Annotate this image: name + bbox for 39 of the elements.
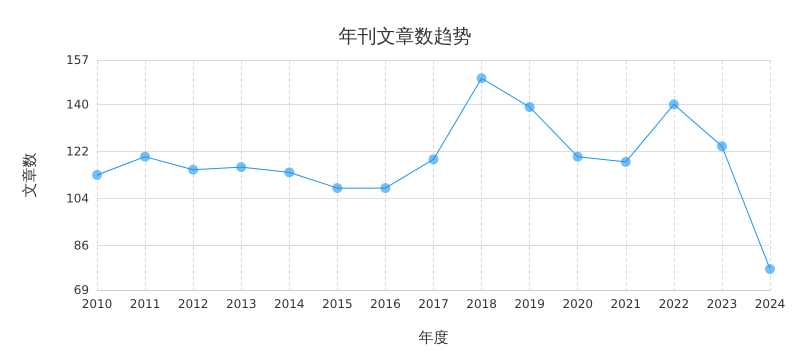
point [476, 73, 487, 84]
point [188, 164, 198, 175]
point [524, 102, 535, 112]
x-tick-label: 2018 [466, 297, 497, 311]
point [668, 99, 679, 110]
point [380, 183, 390, 194]
point [236, 162, 246, 172]
point [620, 156, 631, 167]
x-tick-label: 2014 [274, 297, 305, 311]
x-tick-label: 2011 [130, 297, 160, 311]
y-tick-label: 86 [74, 238, 89, 253]
point [332, 183, 342, 194]
point [765, 264, 775, 274]
point [284, 167, 294, 178]
y-axis-title: 文章数 [20, 152, 38, 198]
x-tick-label: 2012 [178, 297, 208, 311]
x-tick-label: 2010 [82, 297, 112, 311]
x-tick-label: 2021 [610, 297, 642, 311]
y-tick-label: 157 [66, 53, 89, 67]
point [572, 152, 583, 162]
y-tick-label: 69 [74, 283, 89, 297]
x-tick-label: 2022 [658, 297, 690, 311]
x-tick-label: 2015 [322, 297, 353, 311]
point [716, 141, 727, 152]
y-tick-label: 140 [66, 97, 89, 112]
x-tick-label: 2019 [514, 297, 545, 311]
point [428, 154, 438, 164]
chart-title: 年刊文章数趋势 [338, 26, 472, 48]
point [140, 152, 150, 162]
x-tick-label: 2013 [226, 297, 256, 311]
x-tick-label: 2016 [370, 297, 401, 311]
y-tick-label: 104 [66, 192, 89, 206]
y-tick-label: 122 [66, 144, 89, 158]
x-tick-label: 2023 [706, 297, 738, 311]
x-axis-title: 年度 [418, 328, 448, 346]
x-tick-label: 2017 [418, 297, 449, 311]
x-tick-label: 2024 [754, 297, 786, 311]
point [92, 170, 102, 180]
x-tick-label: 2020 [562, 297, 593, 311]
